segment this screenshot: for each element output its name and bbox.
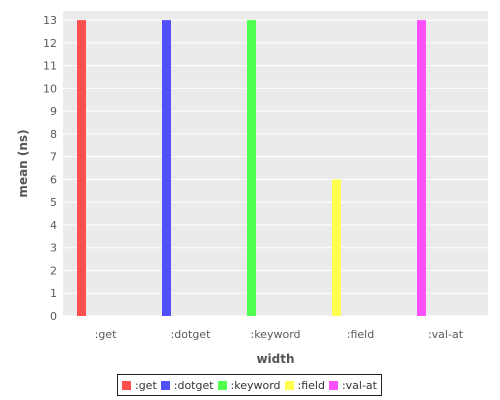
bars	[77, 20, 426, 316]
y-tick-label: 11	[43, 60, 57, 73]
x-tick-label: :get	[95, 328, 117, 341]
legend-label: :keyword	[230, 378, 281, 392]
y-tick-label: 3	[50, 242, 57, 255]
y-tick-label: 12	[43, 37, 57, 50]
legend-label: :val-at	[341, 378, 377, 392]
legend-label: :dotget	[173, 378, 214, 392]
y-tick-label: 4	[50, 219, 57, 232]
x-tick-label: :val-at	[428, 328, 464, 341]
y-tick-label: 6	[50, 173, 57, 186]
y-tick-label: 8	[50, 128, 57, 141]
bar-get	[77, 20, 86, 316]
bar-keyword	[247, 20, 256, 316]
y-tick-label: 5	[50, 196, 57, 209]
y-tick-label: 0	[50, 310, 57, 323]
legend-item: :field	[284, 378, 325, 392]
y-tick-label: 9	[50, 105, 57, 118]
legend-item: :val-at	[328, 378, 377, 392]
legend-item: :keyword	[217, 378, 281, 392]
x-axis-ticks: :get :dotget :keyword :field :val-at	[95, 328, 464, 341]
legend-item: :get	[121, 378, 157, 392]
legend-swatch	[328, 380, 338, 390]
legend-label: :get	[134, 378, 157, 392]
x-tick-label: :keyword	[251, 328, 301, 341]
x-tick-label: :field	[347, 328, 374, 341]
bar-valat	[417, 20, 426, 316]
legend-item: :dotget	[160, 378, 214, 392]
y-axis-title: mean (ns)	[16, 129, 30, 197]
legend-swatch	[284, 380, 294, 390]
legend-label: :field	[297, 378, 325, 392]
x-axis-title: width	[256, 352, 294, 366]
y-tick-label: 13	[43, 14, 57, 27]
legend-swatch	[121, 380, 131, 390]
y-tick-label: 2	[50, 264, 57, 277]
legend: :get :dotget :keyword :field :val-at	[117, 374, 382, 396]
bar-dotget	[162, 20, 171, 316]
x-tick-label: :dotget	[171, 328, 211, 341]
y-tick-label: 7	[50, 151, 57, 164]
y-tick-label: 10	[43, 82, 57, 95]
y-tick-label: 1	[50, 287, 57, 300]
bar-field	[332, 179, 341, 316]
legend-swatch	[217, 380, 227, 390]
legend-swatch	[160, 380, 170, 390]
